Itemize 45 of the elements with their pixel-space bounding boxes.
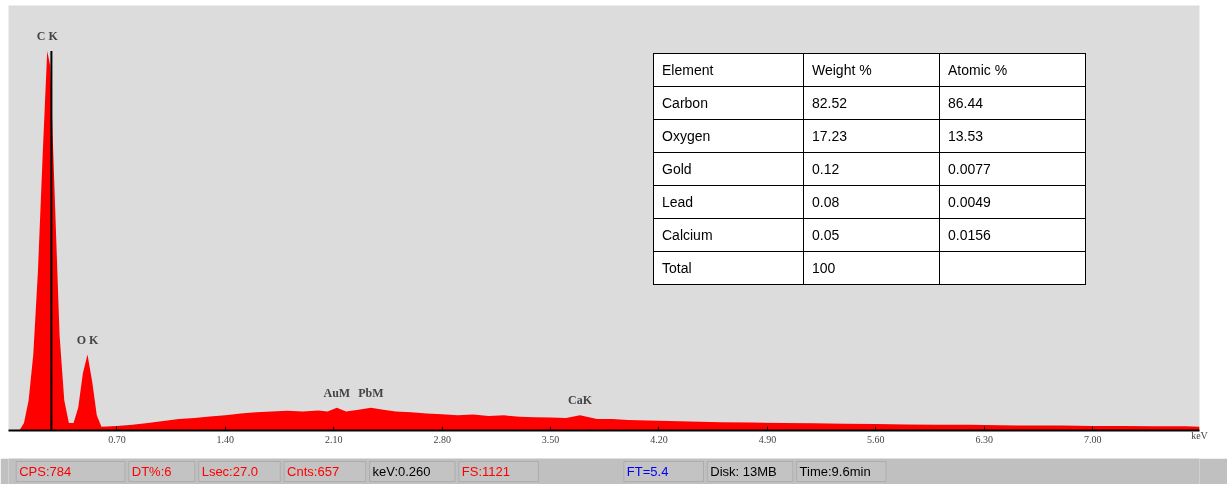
category-label: Atomic % bbox=[939, 53, 1086, 87]
annotation: PbM bbox=[358, 385, 384, 400]
x-tick-label: 7.00 bbox=[1083, 433, 1102, 445]
annotation: C K bbox=[36, 29, 59, 44]
x-tick-label: 3.50 bbox=[541, 433, 560, 445]
x-tick-label: 6.30 bbox=[975, 433, 993, 445]
annotation: CaK bbox=[567, 393, 593, 408]
annotation: 100 bbox=[803, 251, 940, 285]
annotation: 0.0156 bbox=[939, 218, 1086, 252]
annotation: 0.05 bbox=[803, 218, 940, 252]
annotation: AuM bbox=[323, 385, 351, 400]
text: DT%:6 bbox=[131, 464, 172, 479]
annotation: 17.23 bbox=[803, 119, 940, 153]
annotation: 86.44 bbox=[939, 86, 1086, 120]
annotation: 0.0049 bbox=[939, 185, 1086, 219]
annotation: O K bbox=[76, 332, 99, 347]
x-axis-title: keV bbox=[1191, 429, 1209, 441]
annotation: Total bbox=[653, 251, 804, 285]
text: CPS:784 bbox=[19, 464, 72, 479]
text: FS:1121 bbox=[461, 464, 510, 479]
x-tick-label: 0.70 bbox=[108, 433, 126, 445]
x-tick-label: 1.40 bbox=[216, 433, 235, 445]
text: keV:0.260 bbox=[372, 464, 431, 479]
annotation: 13.53 bbox=[939, 119, 1086, 153]
category-label: Element bbox=[653, 53, 804, 87]
x-tick-label: 2.80 bbox=[433, 433, 451, 445]
x-tick-label: 5.60 bbox=[867, 433, 885, 445]
text: FT=5.4 bbox=[626, 464, 669, 479]
annotation: 0.0077 bbox=[939, 152, 1086, 186]
text: Lsec:27.0 bbox=[201, 464, 259, 479]
annotation: 82.52 bbox=[803, 86, 940, 120]
annotation: 0.12 bbox=[803, 152, 940, 186]
annotation: Carbon bbox=[653, 86, 804, 120]
annotation: Calcium bbox=[653, 218, 804, 252]
text: Cnts:657 bbox=[287, 464, 340, 479]
x-tick-label: 4.90 bbox=[758, 433, 777, 445]
text: Time:9.6min bbox=[799, 464, 871, 479]
annotation: Gold bbox=[653, 152, 804, 186]
annotation: Lead bbox=[653, 185, 804, 219]
category-label: Weight % bbox=[803, 53, 940, 87]
annotation: 0.08 bbox=[803, 185, 940, 219]
text: Disk: 13MB bbox=[710, 464, 777, 479]
x-tick-label: 4.20 bbox=[650, 433, 668, 445]
x-tick-label: 2.10 bbox=[324, 433, 343, 445]
annotation: Oxygen bbox=[653, 119, 804, 153]
